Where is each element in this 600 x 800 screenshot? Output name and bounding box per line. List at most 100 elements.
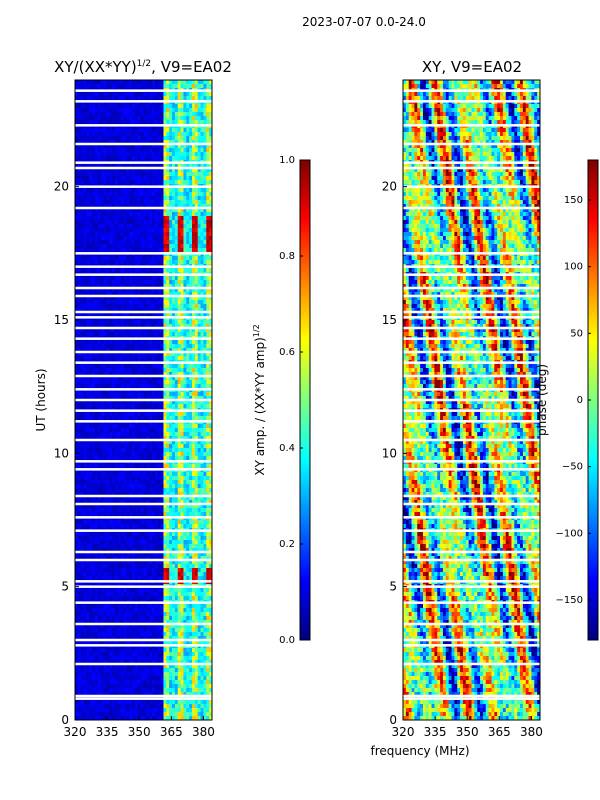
- amplitude-cell: [180, 416, 184, 421]
- amplitude-cell: [132, 344, 136, 349]
- amplitude-cell: [143, 236, 147, 241]
- amplitude-cell: [157, 352, 162, 357]
- amplitude-cell: [183, 432, 187, 437]
- amplitude-cell: [114, 384, 119, 389]
- amplitude-cell: [97, 312, 102, 317]
- amplitude-cell: [192, 260, 196, 265]
- amplitude-cell: [83, 228, 87, 233]
- amplitude-cell: [114, 436, 119, 441]
- amplitude-cell: [186, 404, 190, 409]
- amplitude-cell: [114, 120, 119, 125]
- amplitude-cell: [174, 144, 179, 149]
- amplitude-cell: [109, 488, 113, 493]
- amplitude-cell: [149, 452, 153, 457]
- amplitude-cell: [146, 344, 150, 349]
- amplitude-cell: [134, 308, 139, 313]
- amplitude-cell: [117, 308, 122, 313]
- amplitude-cell: [169, 108, 173, 113]
- amplitude-cell: [177, 188, 181, 193]
- amplitude-cell: [149, 444, 153, 449]
- amplitude-cell: [157, 220, 162, 225]
- amplitude-cell: [94, 284, 99, 289]
- amplitude-cell: [160, 204, 164, 209]
- amplitude-cell: [123, 80, 127, 85]
- amplitude-cell: [86, 432, 90, 437]
- amplitude-cell: [97, 220, 102, 225]
- amplitude-cell: [123, 368, 127, 373]
- amplitude-cell: [83, 244, 87, 249]
- amplitude-cell: [172, 156, 176, 161]
- amplitude-cell: [143, 96, 147, 101]
- amplitude-cell: [197, 440, 201, 445]
- amplitude-cell: [137, 132, 142, 137]
- amplitude-cell: [152, 200, 156, 205]
- amplitude-cell: [157, 324, 162, 329]
- amplitude-cell: [103, 464, 107, 469]
- amplitude-cell: [160, 404, 164, 409]
- amplitude-cell: [186, 92, 190, 97]
- amplitude-cell: [97, 164, 102, 169]
- amplitude-cell: [169, 392, 173, 397]
- amplitude-cell: [89, 248, 93, 253]
- amplitude-cell: [109, 312, 113, 317]
- amplitude-cell: [152, 180, 156, 185]
- amplitude-cell: [203, 268, 207, 273]
- amplitude-cell: [194, 156, 199, 161]
- amplitude-cell: [83, 208, 87, 213]
- amplitude-cell: [166, 436, 170, 441]
- amplitude-cell: [117, 244, 122, 249]
- amplitude-cell: [157, 428, 162, 433]
- amplitude-cell: [94, 308, 99, 313]
- amplitude-cell: [123, 332, 127, 337]
- amplitude-cell: [89, 344, 93, 349]
- amplitude-cell: [197, 376, 201, 381]
- amplitude-cell: [120, 156, 124, 161]
- amplitude-cell: [114, 464, 119, 469]
- amplitude-cell: [149, 168, 153, 173]
- amplitude-cell: [112, 116, 116, 121]
- amplitude-cell: [117, 168, 122, 173]
- amplitude-cell: [94, 332, 99, 337]
- amplitude-cell: [194, 432, 199, 437]
- amplitude-cell: [117, 492, 122, 497]
- amplitude-cell: [106, 236, 110, 241]
- amplitude-cell: [92, 296, 96, 301]
- amplitude-cell: [132, 472, 136, 477]
- amplitude-cell: [106, 120, 110, 125]
- amplitude-cell: [200, 220, 204, 225]
- amplitude-cell: [112, 432, 116, 437]
- amplitude-cell: [80, 304, 84, 309]
- amplitude-cell: [86, 492, 90, 497]
- amplitude-cell: [126, 296, 130, 301]
- amplitude-cell: [180, 248, 184, 253]
- amplitude-cell: [114, 352, 119, 357]
- amplitude-cell: [129, 332, 133, 337]
- amplitude-cell: [177, 320, 181, 325]
- amplitude-cell: [132, 120, 136, 125]
- amplitude-cell: [100, 452, 104, 457]
- amplitude-cell: [152, 300, 156, 305]
- amplitude-cell: [77, 228, 82, 233]
- amplitude-cell: [132, 328, 136, 333]
- amplitude-cell: [186, 216, 190, 221]
- amplitude-cell: [172, 236, 176, 241]
- amplitude-cell: [157, 376, 162, 381]
- amplitude-cell: [180, 384, 184, 389]
- amplitude-cell: [166, 424, 170, 429]
- amplitude-cell: [154, 140, 159, 145]
- amplitude-cell: [206, 112, 210, 117]
- amplitude-cell: [143, 344, 147, 349]
- amplitude-cell: [92, 168, 96, 173]
- amplitude-cell: [183, 248, 187, 253]
- amplitude-cell: [132, 364, 136, 369]
- amplitude-cell: [172, 176, 176, 181]
- amplitude-cell: [89, 104, 93, 109]
- amplitude-cell: [154, 212, 159, 217]
- amplitude-cell: [206, 364, 210, 369]
- amplitude-cell: [169, 212, 173, 217]
- amplitude-cell: [154, 328, 159, 333]
- amplitude-cell: [152, 472, 156, 477]
- amplitude-cell: [177, 392, 181, 397]
- amplitude-cell: [75, 456, 79, 461]
- amplitude-cell: [189, 148, 193, 153]
